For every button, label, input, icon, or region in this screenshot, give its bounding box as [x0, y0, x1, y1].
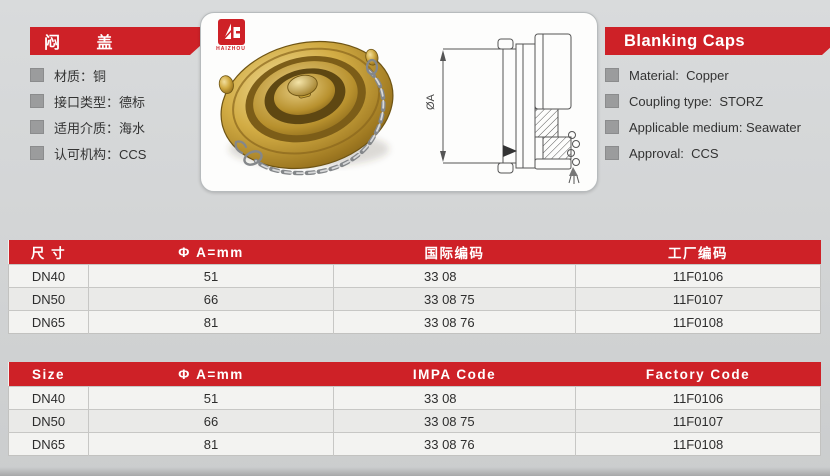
square-bullet-icon — [605, 68, 619, 82]
brand-logo-label: HAIZHOU — [216, 46, 246, 52]
cell-size: DN50 — [8, 409, 89, 433]
cell-impa: 33 08 — [333, 264, 576, 288]
cell-size: DN50 — [8, 287, 89, 311]
list-item: 认可机构：CCS — [30, 140, 146, 166]
cell-impa: 33 08 76 — [333, 310, 576, 334]
list-item: 材质：铜 — [30, 62, 146, 88]
cell-impa: 33 08 — [333, 386, 576, 410]
cell-impa: 33 08 76 — [333, 432, 576, 456]
spec-item-label: Approval: CCS — [629, 145, 719, 161]
list-item: 适用介质：海水 — [30, 114, 146, 140]
list-item: Applicable medium: Seawater — [605, 114, 801, 140]
cell-factory: 11F0108 — [575, 310, 821, 334]
table-row: DN65 81 33 08 76 11F0108 — [8, 310, 821, 334]
list-item: 接口类型：德标 — [30, 88, 146, 114]
product-card: HAIZHOU — [200, 12, 598, 192]
cell-diameter: 81 — [88, 310, 334, 334]
column-header-impa: IMPA Code — [333, 362, 576, 387]
spec-item-label: 接口类型：德标 — [54, 94, 146, 110]
spec-item-label: 适用介质：海水 — [54, 120, 146, 136]
table-row: DN40 51 33 08 11F0106 — [8, 264, 821, 288]
column-header-size: 尺 寸 — [8, 240, 89, 265]
cell-diameter: 81 — [88, 432, 334, 456]
cell-diameter: 66 — [88, 287, 334, 311]
title-banner-english: Blanking Caps — [605, 27, 830, 55]
technical-drawing: ØA — [425, 33, 580, 184]
cell-size: DN40 — [8, 386, 89, 410]
table-row: DN50 66 33 08 75 11F0107 — [8, 409, 821, 433]
cell-factory: 11F0106 — [575, 386, 821, 410]
cell-size: DN65 — [8, 432, 89, 456]
cell-size: DN40 — [8, 264, 89, 288]
cell-impa: 33 08 75 — [333, 409, 576, 433]
list-item: Material: Copper — [605, 62, 801, 88]
column-header-impa: 国际编码 — [333, 240, 576, 265]
cell-impa: 33 08 75 — [333, 287, 576, 311]
brand-logo: HAIZHOU — [214, 19, 248, 52]
column-header-size: Size — [8, 362, 89, 387]
column-header-factory: 工厂编码 — [575, 240, 821, 265]
square-bullet-icon — [605, 94, 619, 108]
page-title-english: Blanking Caps — [624, 31, 746, 50]
square-bullet-icon — [605, 120, 619, 134]
table-header-row: Size Φ A=mm IMPA Code Factory Code — [8, 362, 821, 387]
square-bullet-icon — [30, 120, 44, 134]
spec-list-chinese: 材质：铜 接口类型：德标 适用介质：海水 认可机构：CCS — [30, 62, 146, 166]
list-item: Approval: CCS — [605, 140, 801, 166]
spec-item-label: Coupling type: STORZ — [629, 93, 764, 109]
cell-factory: 11F0107 — [575, 287, 821, 311]
spec-table-chinese: 尺 寸 Φ A=mm 国际编码 工厂编码 DN40 51 33 08 11F01… — [8, 240, 821, 334]
cell-diameter: 51 — [88, 386, 334, 410]
spec-item-label: 认可机构：CCS — [54, 146, 147, 162]
table-row: DN65 81 33 08 76 11F0108 — [8, 432, 821, 456]
table-row: DN50 66 33 08 75 11F0107 — [8, 287, 821, 311]
table-header-row: 尺 寸 Φ A=mm 国际编码 工厂编码 — [8, 240, 821, 265]
square-bullet-icon — [30, 146, 44, 160]
page-title-chinese: 闷 盖 — [44, 35, 129, 52]
column-header-factory: Factory Code — [575, 362, 821, 387]
column-header-diameter: Φ A=mm — [88, 362, 334, 387]
column-header-diameter: Φ A=mm — [88, 240, 334, 265]
spec-item-label: Applicable medium: Seawater — [629, 119, 801, 135]
spec-list-english: Material: Copper Coupling type: STORZ Ap… — [605, 62, 801, 166]
cell-diameter: 66 — [88, 409, 334, 433]
cell-diameter: 51 — [88, 264, 334, 288]
cell-factory: 11F0107 — [575, 409, 821, 433]
cell-factory: 11F0108 — [575, 432, 821, 456]
list-item: Coupling type: STORZ — [605, 88, 801, 114]
square-bullet-icon — [30, 68, 44, 82]
square-bullet-icon — [605, 146, 619, 160]
spec-item-label: Material: Copper — [629, 67, 729, 83]
cell-factory: 11F0106 — [575, 264, 821, 288]
table-row: DN40 51 33 08 11F0106 — [8, 386, 821, 410]
title-banner-chinese: 闷 盖 — [30, 27, 204, 55]
square-bullet-icon — [30, 94, 44, 108]
spec-table-english: Size Φ A=mm IMPA Code Factory Code DN40 … — [8, 362, 821, 456]
spec-item-label: 材质：铜 — [54, 68, 107, 84]
product-photo — [218, 40, 394, 176]
cell-size: DN65 — [8, 310, 89, 334]
dimension-label: ØA — [425, 93, 437, 110]
haizhou-logo-icon — [217, 19, 245, 45]
